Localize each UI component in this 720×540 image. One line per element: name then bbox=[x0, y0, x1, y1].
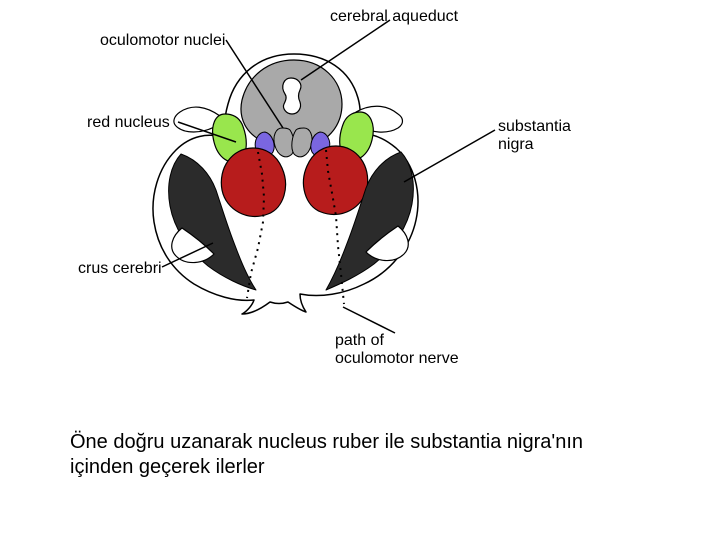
label-cerebral-aqueduct: cerebral aqueduct bbox=[330, 8, 458, 26]
label-crus-cerebri: crus cerebri bbox=[78, 260, 162, 278]
label-substantia-nigra: substantianigra bbox=[498, 118, 571, 155]
caption-text: Öne doğru uzanarak nucleus ruber ile sub… bbox=[70, 430, 630, 480]
diagram-stage: cerebral aqueduct oculomotor nuclei red … bbox=[0, 0, 720, 540]
label-path-oculomotor-nerve: path ofoculomotor nerve bbox=[335, 332, 459, 369]
label-oculomotor-nuclei: oculomotor nuclei bbox=[100, 32, 225, 50]
label-red-nucleus: red nucleus bbox=[87, 114, 170, 132]
